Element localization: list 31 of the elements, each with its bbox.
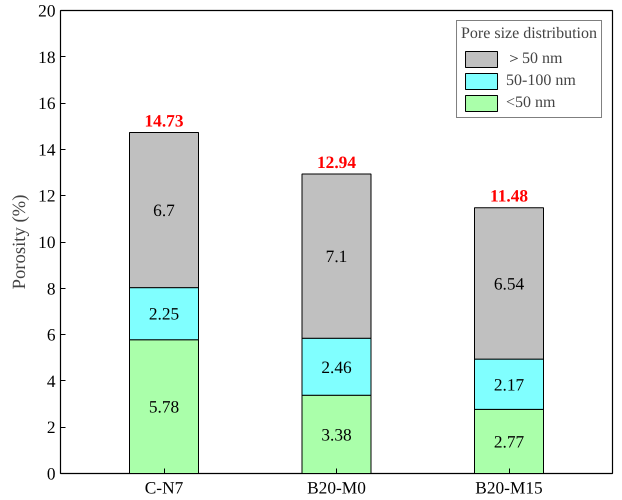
data-label: 5.78 [148,398,180,417]
data-label: 2.25 [148,304,180,324]
data-label: 2.46 [321,358,352,377]
y-tick-label: 14 [38,140,56,160]
y-tick-label: 0 [46,464,56,484]
total-label: 12.94 [317,152,356,172]
data-label: 3.38 [321,425,352,444]
y-tick-label: 10 [38,233,56,252]
y-tick-label: 6 [46,326,56,345]
x-tick-label: B20-M0 [307,478,366,498]
legend-label: <50 nm [506,94,556,112]
data-label: 2.17 [494,375,524,394]
y-tick-label: 8 [46,279,56,298]
y-tick-label: 4 [46,372,56,391]
data-label: 7.1 [326,247,348,266]
y-tick-label: 12 [38,186,56,206]
total-label: 11.48 [490,186,528,206]
y-tick-label: 20 [38,2,56,20]
data-label: 6.7 [153,201,176,220]
legend-label: 50-100 nm [506,72,576,90]
y-tick-label: 16 [38,94,56,114]
total-label: 14.73 [144,112,184,130]
legend-label: ＞50 nm [506,49,562,69]
y-tick-label: 2 [46,418,56,438]
data-label: 2.77 [494,432,524,452]
legend-title: Pore size distribution [461,25,597,43]
data-label: 6.54 [494,274,524,294]
y-axis-title: Porosity (%) [9,194,30,290]
x-tick-label: B20-M15 [475,478,543,498]
x-tick-label: C-N7 [144,478,184,498]
y-tick-label: 18 [38,48,56,67]
